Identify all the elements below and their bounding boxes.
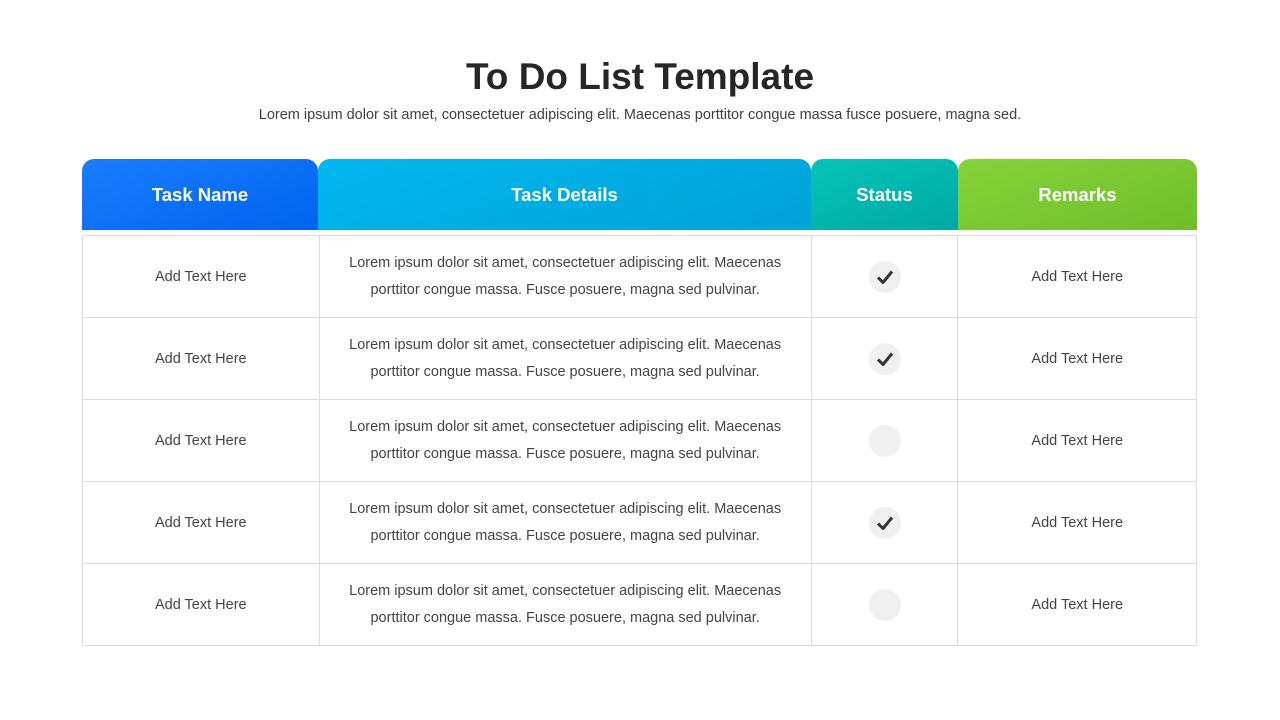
status-checkbox[interactable] <box>868 424 901 457</box>
checkmark-icon <box>876 516 893 530</box>
task-name-cell: Add Text Here <box>154 350 247 367</box>
task-details-cell: Lorem ipsum dolor sit amet, consectetuer… <box>318 236 811 317</box>
checkmark-icon <box>876 270 893 284</box>
table-row: Add Text Here Lorem ipsum dolor sit amet,… <box>83 236 1196 317</box>
table-row: Add Text Here Lorem ipsum dolor sit amet,… <box>83 481 1196 563</box>
table-body: Add Text Here Lorem ipsum dolor sit amet,… <box>82 235 1197 646</box>
status-cell <box>810 564 958 645</box>
remarks-cell: Add Text Here <box>957 236 1196 317</box>
remarks-cell: Add Text Here <box>957 400 1196 481</box>
task-name-cell: Add Text Here <box>154 268 247 285</box>
header-task-details: Task Details <box>318 159 811 230</box>
checkmark-icon <box>876 352 893 366</box>
table-row: Add Text Here Lorem ipsum dolor sit amet,… <box>83 317 1196 399</box>
header-task-name: Task Name <box>82 159 318 230</box>
table-header: Task Name Task Details Status Remarks <box>82 159 1197 230</box>
status-cell <box>810 482 958 563</box>
page-subtitle: Lorem ipsum dolor sit amet, consectetuer… <box>258 107 1022 123</box>
task-name-cell: Add Text Here <box>154 432 247 449</box>
task-details-cell: Lorem ipsum dolor sit amet, consectetuer… <box>318 400 811 481</box>
task-details-cell: Lorem ipsum dolor sit amet, consectetuer… <box>318 318 811 399</box>
status-cell <box>810 400 958 481</box>
remarks-cell: Add Text Here <box>957 318 1196 399</box>
header-remarks: Remarks <box>958 159 1197 230</box>
table-row: Add Text Here Lorem ipsum dolor sit amet,… <box>83 563 1196 645</box>
status-checkbox[interactable] <box>868 506 901 539</box>
status-cell <box>810 236 958 317</box>
status-checkbox[interactable] <box>868 342 901 375</box>
todo-table: Task Name Task Details Status Remarks Ad… <box>82 159 1197 646</box>
remarks-cell: Add Text Here <box>957 482 1196 563</box>
task-details-cell: Lorem ipsum dolor sit amet, consectetuer… <box>318 482 811 563</box>
page-title: To Do List Template <box>465 56 815 97</box>
header-status: Status <box>811 159 958 230</box>
status-checkbox[interactable] <box>868 588 901 621</box>
task-name-cell: Add Text Here <box>154 596 247 613</box>
table-row: Add Text Here Lorem ipsum dolor sit amet,… <box>83 399 1196 481</box>
task-details-cell: Lorem ipsum dolor sit amet, consectetuer… <box>318 564 811 645</box>
task-name-cell: Add Text Here <box>154 514 247 531</box>
status-checkbox[interactable] <box>868 260 901 293</box>
status-cell <box>810 318 958 399</box>
remarks-cell: Add Text Here <box>957 564 1196 645</box>
